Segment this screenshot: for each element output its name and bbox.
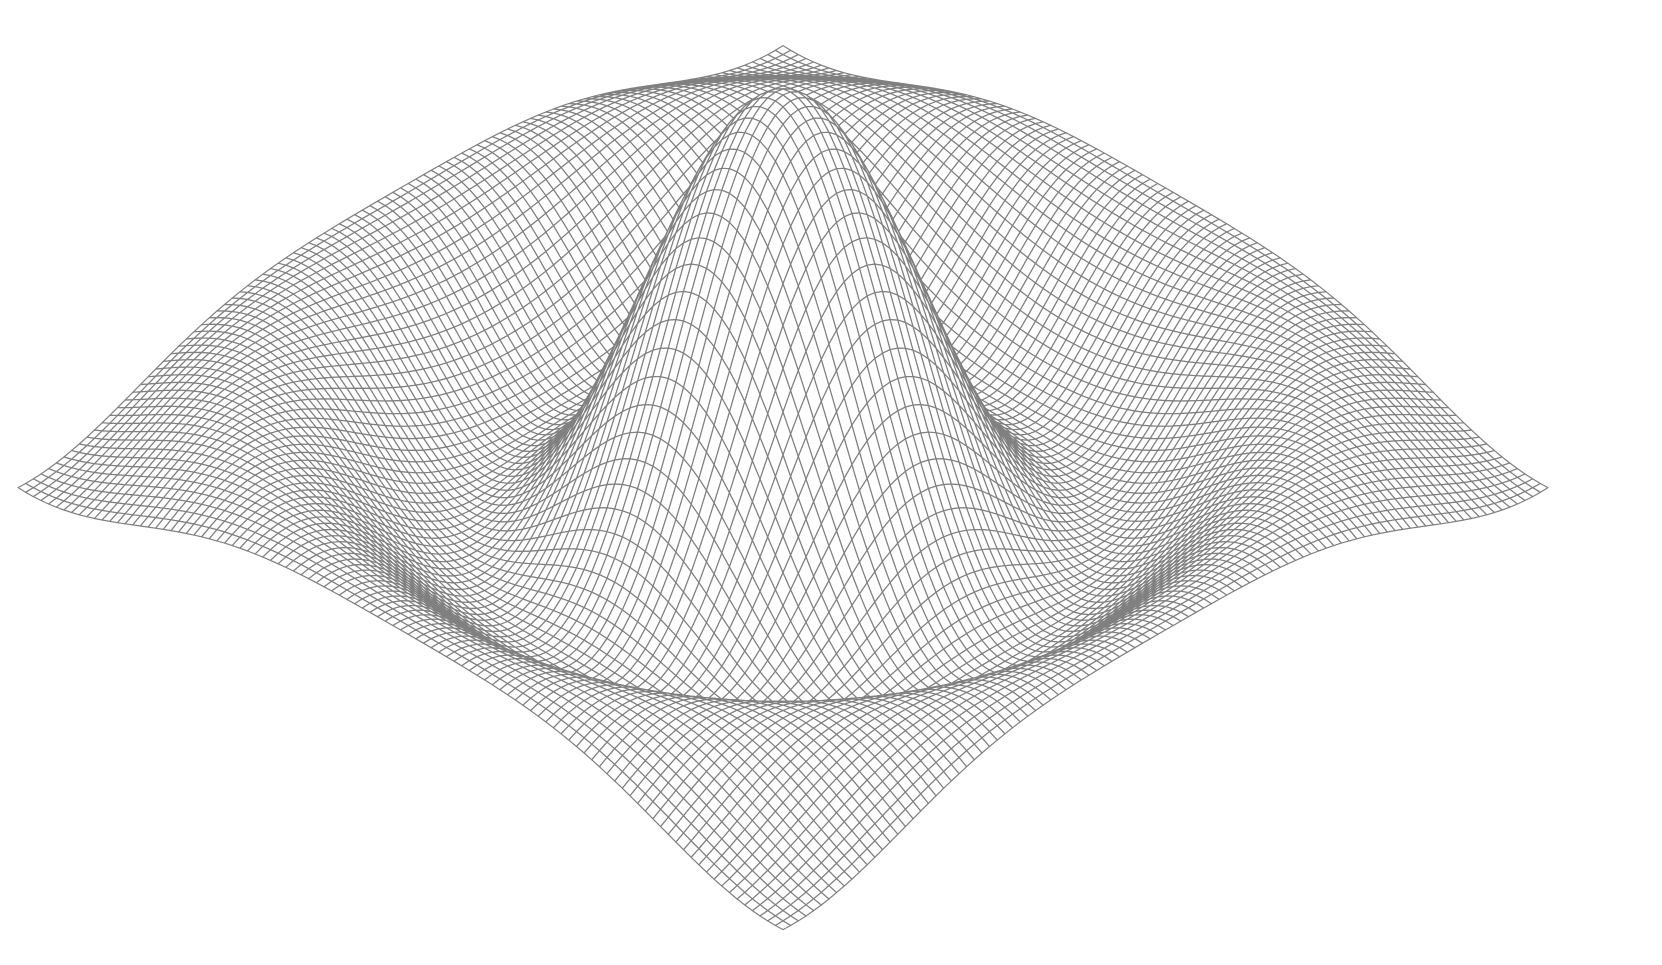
mesh xyxy=(17,44,1549,931)
